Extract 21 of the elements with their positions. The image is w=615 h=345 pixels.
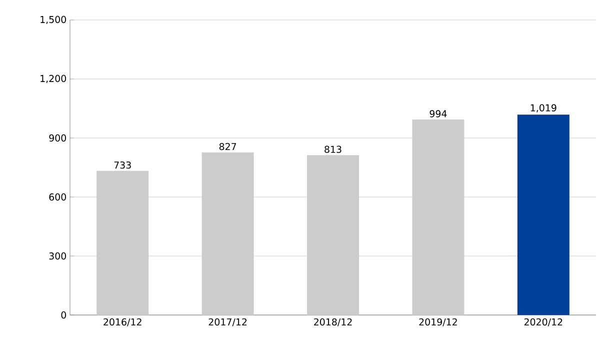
y-tick-label: 1,500	[40, 16, 66, 24]
x-tick-label: 2020/12	[524, 318, 562, 326]
y-tick-label: 0	[61, 311, 66, 319]
bar	[517, 114, 570, 315]
data-label: 813	[324, 146, 342, 153]
x-tick-label: 2016/12	[104, 318, 142, 326]
y-tick-label: 1,200	[40, 74, 66, 84]
x-tick-label: 2018/12	[314, 318, 352, 326]
x-tick-label: 2019/12	[419, 318, 457, 326]
bar	[96, 170, 149, 315]
bar	[412, 120, 464, 315]
bar	[202, 152, 254, 315]
bar	[307, 155, 360, 315]
data-label: 1,019	[530, 104, 556, 112]
data-label: 733	[114, 161, 131, 169]
y-tick-label: 300	[49, 252, 66, 260]
x-tick-label: 2017/12	[208, 318, 247, 326]
y-tick-label: 600	[49, 193, 66, 201]
y-tick-label: 900	[49, 134, 66, 142]
data-label: 827	[219, 142, 236, 150]
data-label: 994	[430, 110, 447, 118]
